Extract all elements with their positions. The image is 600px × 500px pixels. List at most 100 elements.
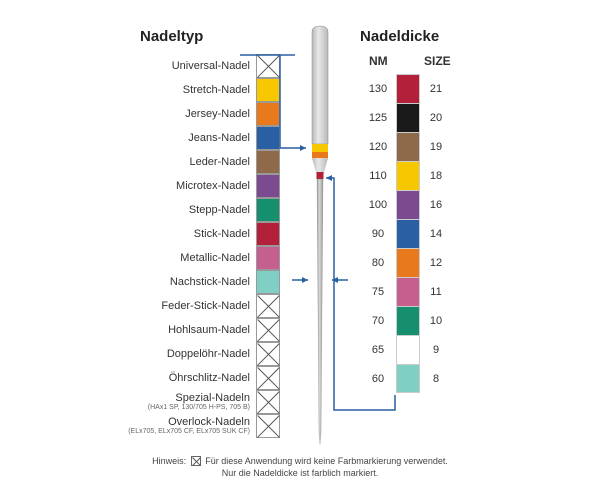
type-row: Spezial-Nadeln(HAx1 SP, 130/705 H-PS, 70… xyxy=(60,390,280,414)
size-value: 10 xyxy=(420,315,452,327)
type-swatch xyxy=(256,366,280,390)
type-row: Öhrschlitz-Nadel xyxy=(60,366,280,390)
type-row: Microtex-Nadel xyxy=(60,174,280,198)
size-value: 19 xyxy=(420,141,452,153)
size-value: 9 xyxy=(420,344,452,356)
size-swatch xyxy=(396,364,420,393)
size-subheader: SIZE xyxy=(424,54,451,68)
size-value: 11 xyxy=(420,286,452,298)
size-value: 21 xyxy=(420,83,452,95)
needle-type-list: Universal-Nadel Stretch-Nadel Jersey-Nadel… xyxy=(60,54,280,438)
size-row: 90 14 xyxy=(360,219,452,248)
type-swatch xyxy=(256,126,280,150)
footnote-line2: Nur die Nadeldicke ist farblich markiert… xyxy=(222,468,379,478)
type-swatch xyxy=(256,150,280,174)
type-swatch xyxy=(256,390,280,414)
size-row: 12520 xyxy=(360,103,452,132)
size-row: 10016 xyxy=(360,190,452,219)
size-swatch xyxy=(396,161,420,190)
type-label: Doppelöhr-Nadel xyxy=(60,348,256,360)
size-swatch xyxy=(396,335,420,364)
type-row: Universal-Nadel xyxy=(60,54,280,78)
size-row: 130 21 xyxy=(360,74,452,103)
type-row: Stretch-Nadel xyxy=(60,78,280,102)
type-swatch xyxy=(256,174,280,198)
type-swatch xyxy=(256,342,280,366)
size-swatch xyxy=(396,277,420,306)
size-value: 16 xyxy=(420,199,452,211)
type-row: Doppelöhr-Nadel xyxy=(60,342,280,366)
type-swatch xyxy=(256,294,280,318)
type-swatch xyxy=(256,222,280,246)
size-swatch xyxy=(396,219,420,248)
footnote-line1: Für diese Anwendung wird keine Farbmarki… xyxy=(205,456,448,466)
size-row: 70 10 xyxy=(360,306,452,335)
type-row: Leder-Nadel xyxy=(60,150,280,174)
cross-icon xyxy=(191,456,201,466)
nm-value: 130 xyxy=(360,83,396,95)
nm-value: 110 xyxy=(360,170,396,182)
size-row: 8012 xyxy=(360,248,452,277)
type-row: Nachstick-Nadel xyxy=(60,270,280,294)
type-swatch xyxy=(256,78,280,102)
type-row: Jeans-Nadel xyxy=(60,126,280,150)
type-swatch xyxy=(256,54,280,78)
footnote: Hinweis: Für diese Anwendung wird keine … xyxy=(0,455,600,480)
type-swatch xyxy=(256,414,280,438)
nm-value: 90 xyxy=(360,228,396,240)
size-value: 14 xyxy=(420,228,452,240)
type-swatch xyxy=(256,270,280,294)
type-header: Nadeltyp xyxy=(140,28,203,45)
size-value: 18 xyxy=(420,170,452,182)
nm-value: 60 xyxy=(360,373,396,385)
type-row: Hohlsaum-Nadel xyxy=(60,318,280,342)
type-label: Öhrschlitz-Nadel xyxy=(60,372,256,384)
size-row: 7511 xyxy=(360,277,452,306)
type-swatch xyxy=(256,102,280,126)
nm-value: 70 xyxy=(360,315,396,327)
type-label: Microtex-Nadel xyxy=(60,180,256,192)
type-label: Hohlsaum-Nadel xyxy=(60,324,256,336)
size-swatch xyxy=(396,306,420,335)
size-swatch xyxy=(396,103,420,132)
type-row: Stepp-Nadel xyxy=(60,198,280,222)
footnote-prefix: Hinweis: xyxy=(152,456,186,466)
type-label: Leder-Nadel xyxy=(60,156,256,168)
type-swatch xyxy=(256,318,280,342)
type-label: Feder-Stick-Nadel xyxy=(60,300,256,312)
nm-subheader: NM xyxy=(369,54,388,68)
type-label: Stepp-Nadel xyxy=(60,204,256,216)
size-row: 65 9 xyxy=(360,335,452,364)
type-label: Jersey-Nadel xyxy=(60,108,256,120)
thickness-header: Nadeldicke xyxy=(360,28,439,45)
needle-graphic xyxy=(308,24,332,444)
type-label: Jeans-Nadel xyxy=(60,132,256,144)
size-row: 110 18 xyxy=(360,161,452,190)
type-row: Feder-Stick-Nadel xyxy=(60,294,280,318)
type-label: Nachstick-Nadel xyxy=(60,276,256,288)
nm-value: 120 xyxy=(360,141,396,153)
type-label: Overlock-Nadeln(ELx705, ELx705 CF, ELx70… xyxy=(60,416,256,436)
type-row: Metallic-Nadel xyxy=(60,246,280,270)
type-row: Overlock-Nadeln(ELx705, ELx705 CF, ELx70… xyxy=(60,414,280,438)
type-sublabel: (HAx1 SP, 130/705 H-PS, 705 B) xyxy=(60,404,250,412)
size-swatch xyxy=(396,190,420,219)
size-value: 20 xyxy=(420,112,452,124)
nm-value: 80 xyxy=(360,257,396,269)
type-swatch xyxy=(256,198,280,222)
nm-value: 65 xyxy=(360,344,396,356)
size-value: 8 xyxy=(420,373,452,385)
type-label: Stick-Nadel xyxy=(60,228,256,240)
type-row: Jersey-Nadel xyxy=(60,102,280,126)
size-swatch xyxy=(396,132,420,161)
needle-size-list: 130 21 12520 120 19 110 18 10016 90 14 80127511 70 1… xyxy=(360,74,452,393)
size-row: 60 8 xyxy=(360,364,452,393)
type-swatch xyxy=(256,246,280,270)
type-label: Stretch-Nadel xyxy=(60,84,256,96)
type-label: Metallic-Nadel xyxy=(60,252,256,264)
type-row: Stick-Nadel xyxy=(60,222,280,246)
type-label: Universal-Nadel xyxy=(60,60,256,72)
type-label: Spezial-Nadeln(HAx1 SP, 130/705 H-PS, 70… xyxy=(60,392,256,412)
size-swatch xyxy=(396,74,420,103)
size-swatch xyxy=(396,248,420,277)
